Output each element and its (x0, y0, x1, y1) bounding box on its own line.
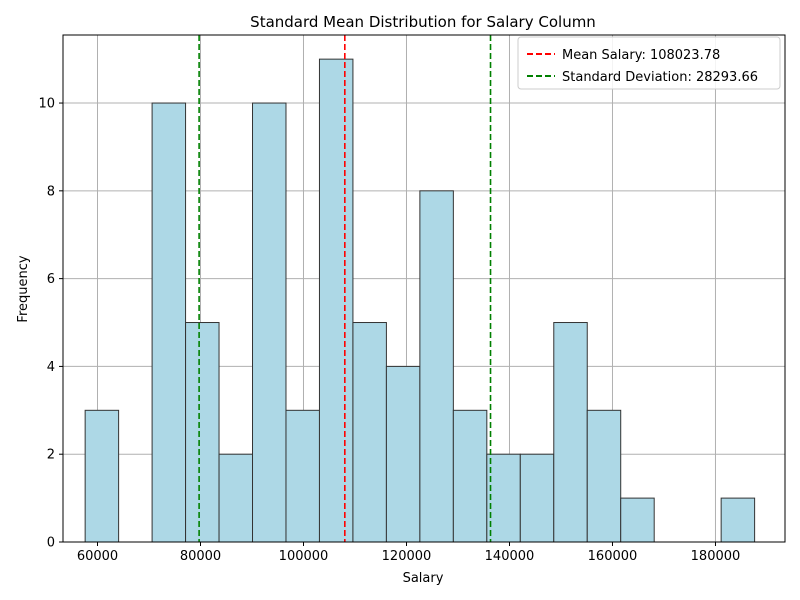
x-axis-title: Salary (403, 571, 444, 586)
x-tick-label: 180000 (691, 549, 741, 564)
x-tick-label: 120000 (382, 549, 432, 564)
histogram-bar (452, 409, 488, 543)
legend-std-label: Standard Deviation: 28293.66 (562, 70, 758, 85)
x-tick-label: 80000 (180, 549, 221, 564)
y-tick-label: 8 (47, 184, 55, 199)
histogram-bar (84, 409, 120, 543)
histogram-bar (419, 190, 454, 543)
histogram-bar (352, 322, 387, 543)
y-tick-label: 0 (47, 536, 55, 551)
histogram-bar (318, 58, 354, 543)
y-tick-label: 10 (38, 97, 55, 112)
histogram-bar (185, 322, 220, 543)
x-tick-label: 140000 (485, 549, 535, 564)
chart-title: Standard Mean Distribution for Salary Co… (250, 13, 596, 31)
y-axis-title: Frequency (16, 255, 31, 322)
y-tick-label: 6 (47, 272, 55, 287)
x-tick-label: 100000 (279, 549, 329, 564)
histogram-bar (720, 497, 756, 543)
histogram-bars (84, 58, 756, 543)
y-tick-label: 2 (47, 448, 55, 463)
histogram-bar (553, 322, 588, 543)
histogram-bar (586, 409, 622, 543)
x-tick-label: 160000 (588, 549, 638, 564)
x-tick-label: 60000 (77, 549, 118, 564)
legend-box (517, 36, 781, 90)
legend: Mean Salary: 108023.78 Standard Deviatio… (517, 36, 781, 90)
plot-frame (62, 34, 786, 543)
histogram-bar (519, 453, 555, 543)
legend-mean-label: Mean Salary: 108023.78 (562, 48, 720, 63)
x-axis-ticks: 60000 80000 100000 120000 140000 160000 180000 (77, 542, 740, 564)
histogram-bar (620, 497, 655, 543)
histogram-bar (218, 453, 254, 543)
histogram-bar (252, 102, 287, 543)
histogram-bar (385, 365, 421, 543)
histogram-bar (285, 409, 320, 543)
reference-lines (198, 35, 492, 542)
y-axis-ticks: 0 2 4 6 8 10 (38, 97, 63, 551)
histogram-bar (151, 102, 187, 543)
y-tick-label: 4 (47, 360, 55, 375)
histogram-bar (486, 453, 521, 543)
